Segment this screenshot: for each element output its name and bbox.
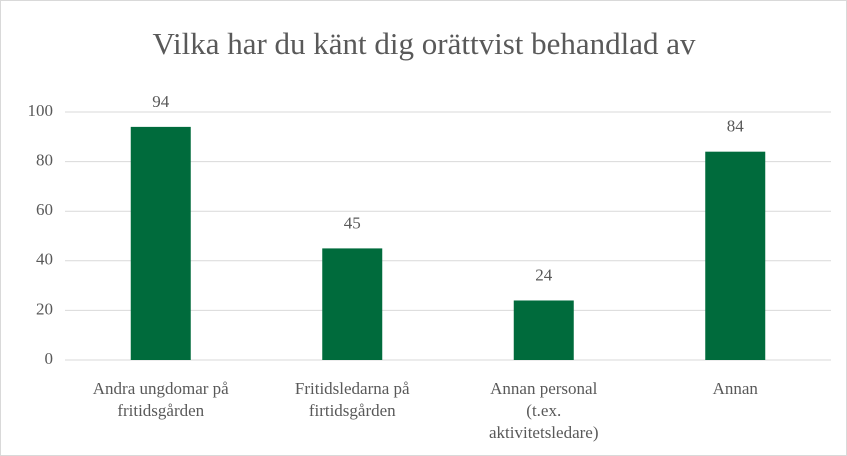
bar	[705, 151, 766, 360]
y-tick-label: 20	[36, 299, 53, 318]
x-tick-label: Andra ungdomar på fritidsgården	[92, 379, 229, 420]
x-tick-label: Fritidsledarna på firtidsgården	[294, 379, 410, 420]
y-tick-label: 60	[36, 200, 53, 219]
chart-title: Vilka har du känt dig orättvist behandla…	[152, 26, 696, 61]
y-tick-label: 100	[28, 101, 54, 120]
y-tick-label: 80	[36, 151, 53, 170]
data-label: 24	[535, 265, 553, 284]
y-tick-label: 0	[45, 349, 54, 368]
y-tick-label: 40	[36, 250, 53, 269]
data-label: 84	[727, 117, 745, 136]
data-label: 45	[344, 213, 361, 232]
bar	[322, 248, 383, 360]
x-tick-label: Annan	[712, 379, 758, 398]
bar	[513, 300, 574, 360]
x-tick-label: Annan personal (t.ex. aktivitetsledare)	[488, 379, 599, 442]
bar	[130, 126, 191, 360]
data-label: 94	[152, 92, 170, 111]
